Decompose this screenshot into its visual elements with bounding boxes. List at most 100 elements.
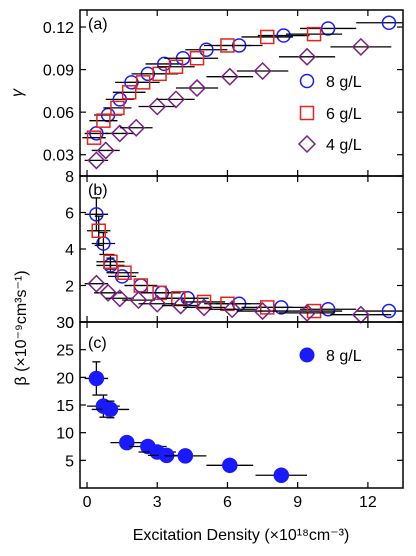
data-point-diamond <box>297 47 317 66</box>
panel-c-legend: 8 g/L <box>299 347 362 365</box>
data-point-diamond <box>148 97 167 116</box>
beta-ylabel: β (×10⁻⁹cm³s⁻¹) <box>13 270 30 385</box>
legend-6gl-label: 6 g/L <box>326 106 362 123</box>
data-point-square <box>306 26 322 42</box>
data-point-diamond <box>110 124 129 143</box>
data-point-diamond <box>110 289 129 308</box>
panel-c-yticks: 5 10 15 20 25 30 <box>56 315 403 470</box>
legend-6gl-marker <box>299 105 315 121</box>
data-point-diamond <box>96 141 115 160</box>
panel-b: (b) 0 2 4 6 8 <box>65 169 404 332</box>
data-point-square <box>306 303 322 319</box>
legend-4gl-label: 4 g/L <box>326 137 362 154</box>
y-tick-label: 2 <box>65 279 74 296</box>
panel-a-yticks: 0.03 0.06 0.09 0.12 <box>43 10 403 176</box>
x-tick-label: 0 <box>83 494 92 511</box>
data-point-diamond <box>129 291 148 310</box>
data-point-diamond <box>166 90 186 109</box>
data-point-circle <box>276 28 291 43</box>
data-point-circle <box>199 42 214 57</box>
y-tick-label: 5 <box>65 453 74 470</box>
y-tick-label: 10 <box>56 426 74 443</box>
data-point-circle <box>381 303 397 319</box>
data-point-diamond <box>253 301 272 321</box>
y-tick-label: 0.09 <box>43 63 74 80</box>
legend-8gl-marker <box>299 73 315 89</box>
data-point-circle <box>89 207 104 222</box>
data-point-circle <box>88 370 105 387</box>
panel-a-marks <box>82 15 403 170</box>
data-point-square <box>117 265 132 280</box>
data-point-diamond <box>194 298 214 317</box>
data-point-diamond <box>87 274 106 293</box>
panel-b-marks <box>84 197 403 324</box>
data-point-diamond <box>220 67 239 86</box>
y-tick-label: 6 <box>65 206 74 223</box>
data-point-diamond <box>99 283 118 302</box>
data-point-circle <box>157 56 172 72</box>
data-point-diamond <box>87 151 106 170</box>
data-point-square <box>86 130 102 145</box>
x-tick-label: 3 <box>153 494 162 511</box>
y-tick-label: 15 <box>56 398 74 415</box>
data-point-square <box>168 59 184 75</box>
data-point-circle <box>177 448 194 464</box>
y-tick-label: 4 <box>65 242 74 259</box>
data-point-diamond <box>351 37 370 56</box>
data-point-square <box>110 100 125 116</box>
legend-c-8gl-label: 8 g/L <box>326 348 362 365</box>
data-point-circle <box>381 15 397 31</box>
legend-c-8gl-marker <box>299 347 315 363</box>
data-point-square <box>133 278 149 293</box>
data-point-square <box>259 29 275 45</box>
data-point-square <box>196 294 212 310</box>
y-tick-label: 8 <box>65 169 74 186</box>
data-point-circle <box>273 467 290 484</box>
data-point-circle <box>222 457 238 474</box>
data-point-square <box>135 75 151 90</box>
data-point-circle <box>114 269 130 284</box>
data-point-diamond <box>297 303 317 322</box>
data-point-diamond <box>187 78 207 98</box>
panel-a-ylabel: γ <box>9 88 26 97</box>
y-tick-label: 25 <box>56 343 74 360</box>
data-point-diamond <box>171 296 190 315</box>
panel-c: (c) 5 10 15 20 25 30 0 3 6 9 12 8 g/L Excitation … <box>56 315 404 544</box>
data-point-diamond <box>223 300 242 319</box>
x-tick-label: 12 <box>359 494 377 511</box>
data-point-square <box>220 38 235 53</box>
data-point-square <box>171 291 186 306</box>
data-point-circle <box>102 401 119 418</box>
panel-b-label: (b) <box>88 182 108 199</box>
data-point-diamond <box>127 118 146 137</box>
legend-4gl-marker <box>297 134 317 154</box>
data-point-square <box>103 254 118 270</box>
data-point-diamond <box>148 294 167 313</box>
data-point-square <box>96 113 111 128</box>
y-tick-label: 0.03 <box>43 148 74 165</box>
panel-c-xticks: 0 3 6 9 12 <box>83 322 377 511</box>
panel-c-label: (c) <box>88 335 107 352</box>
data-point-square <box>152 285 167 301</box>
y-tick-label: 0.12 <box>43 20 74 37</box>
legend-8gl-label: 8 g/L <box>326 74 362 91</box>
x-tick-label: 6 <box>223 494 232 511</box>
panel-a: (a) γ 0.03 0.06 0.09 0.12 8 g/L 6 g/L 4 g/L <box>9 9 404 177</box>
data-point-square <box>189 50 205 66</box>
panel-a-label: (a) <box>88 16 108 33</box>
data-point-circle <box>320 301 336 317</box>
x-tick-label: 9 <box>293 494 302 511</box>
data-point-diamond <box>253 61 272 81</box>
y-tick-label: 0.06 <box>43 105 74 122</box>
y-tick-label: 30 <box>56 315 74 332</box>
data-point-square <box>121 85 137 100</box>
panel-a-legend: 8 g/L 6 g/L 4 g/L <box>297 73 362 154</box>
data-point-circle <box>119 434 135 451</box>
panel-c-frame <box>79 321 404 489</box>
panel-c-marks <box>84 361 308 484</box>
x-axis-title: Excitation Density (×10¹⁸cm⁻³) <box>133 527 350 544</box>
data-point-square <box>91 223 106 238</box>
y-tick-label: 0 <box>65 315 74 332</box>
y-tick-label: 20 <box>56 370 74 387</box>
